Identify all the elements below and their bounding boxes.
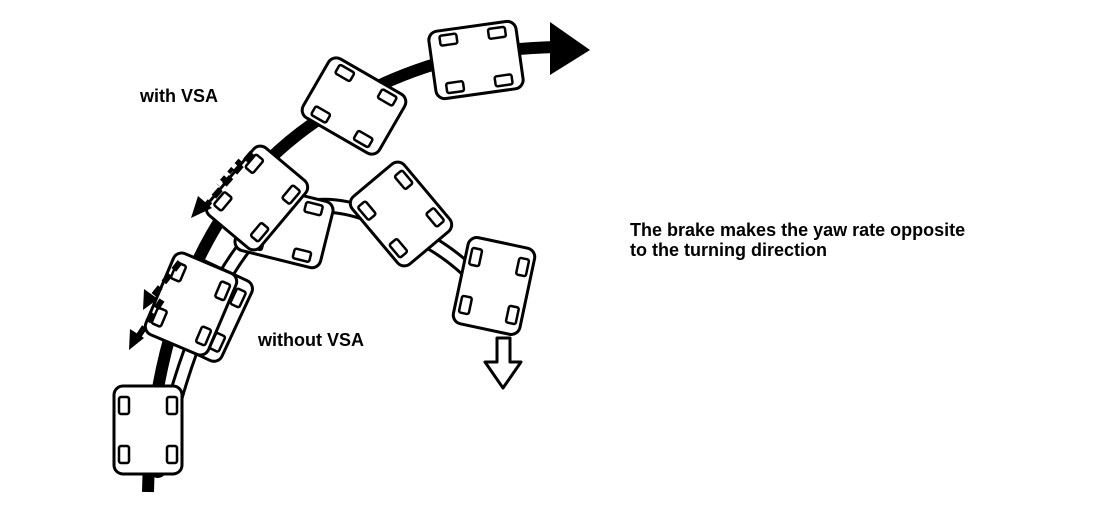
car-vsa-upper: [297, 53, 411, 159]
brake-arrow-lower: [143, 260, 183, 310]
without-vsa-arrow: [483, 336, 523, 390]
with-vsa-label: with VSA: [140, 86, 219, 106]
with-vsa-arrowhead: [550, 22, 590, 75]
without-vsa-label: without VSA: [258, 330, 364, 350]
description-line-2: to the turning direction: [630, 240, 827, 260]
description-label: The brake makes the yaw rate opposite to…: [630, 220, 965, 260]
brake-arrow-upper: [191, 151, 255, 218]
car-vsa-top: [426, 18, 526, 102]
description-line-1: The brake makes the yaw rate opposite: [630, 220, 966, 240]
brake-arrow-upper-2: [216, 158, 242, 187]
car-start: [112, 384, 184, 476]
brake-arrow-lower-2: [129, 298, 165, 350]
car-novsa-4: [450, 234, 538, 338]
